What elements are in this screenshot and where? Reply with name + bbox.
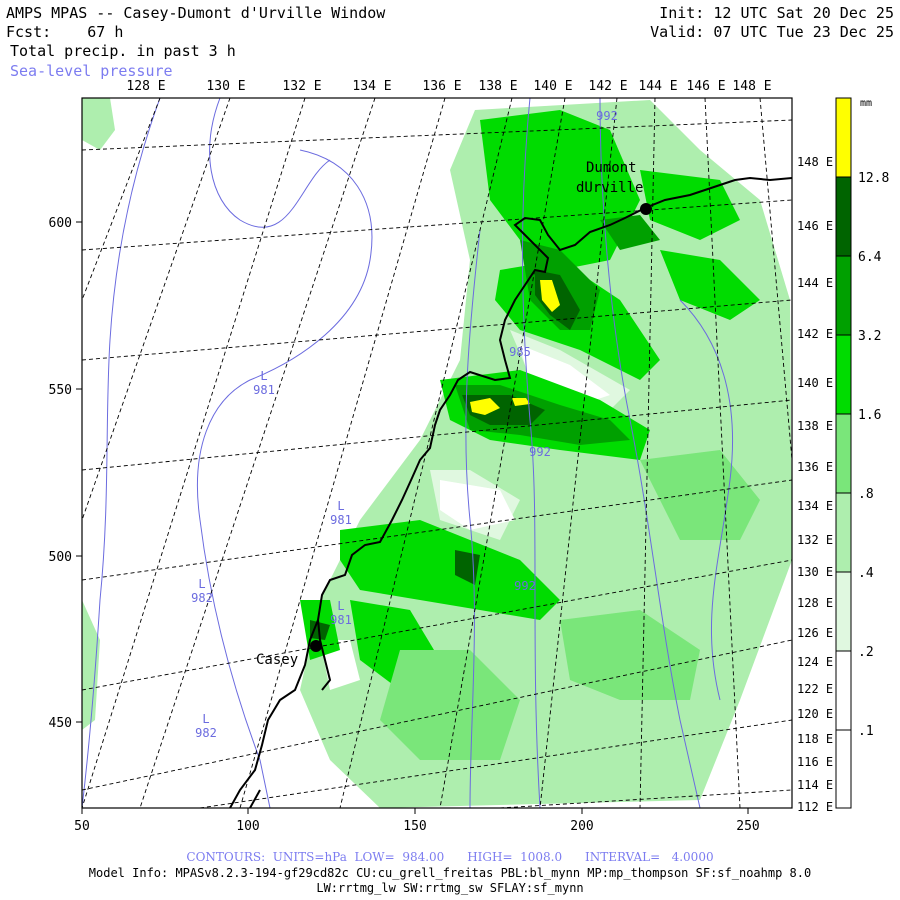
right-lon-label: 144 E bbox=[797, 276, 833, 290]
low-value: 981 bbox=[330, 513, 352, 527]
colorbar-unit: mm bbox=[860, 98, 872, 109]
colorbar-label: 1.6 bbox=[858, 408, 881, 423]
isobar-label: 992 bbox=[514, 579, 536, 593]
low-value: 981 bbox=[330, 613, 352, 627]
right-lon-label: 116 E bbox=[797, 755, 833, 769]
map-frame bbox=[81, 97, 793, 809]
right-lon-label: 134 E bbox=[797, 499, 833, 513]
isobars bbox=[82, 98, 733, 808]
colorbar-segment bbox=[836, 651, 851, 730]
colorbar-label: 6.4 bbox=[858, 250, 882, 265]
y-axis: 600 550 500 450 bbox=[49, 216, 82, 731]
model-info: Model Info: MPASv8.2.3-194-gf29cd82c CU:… bbox=[88, 866, 812, 880]
top-longitude-labels: 128 E 130 E 132 E 134 E 136 E 138 E 140 … bbox=[126, 79, 771, 94]
top-lon-label: 148 E bbox=[732, 79, 771, 94]
low-letter: L bbox=[198, 577, 205, 591]
top-lon-label: 138 E bbox=[478, 79, 517, 94]
isobar-label: 992 bbox=[596, 109, 618, 123]
dumont-label-line2: dUrville bbox=[576, 180, 643, 196]
colorbar-segment bbox=[836, 493, 851, 572]
top-lon-label: 146 E bbox=[686, 79, 725, 94]
low-letter: L bbox=[202, 712, 209, 726]
right-lon-label: 138 E bbox=[797, 419, 833, 433]
isobar-label: 985 bbox=[509, 345, 531, 359]
top-lon-label: 128 E bbox=[126, 79, 165, 94]
colorbar-label: .4 bbox=[858, 566, 874, 581]
model-info-line2: LW:rrtmg_lw SW:rrtmg_sw SFLAY:sf_mynn bbox=[316, 881, 584, 895]
right-lon-label: 130 E bbox=[797, 565, 833, 579]
colorbar-label: .2 bbox=[858, 645, 874, 660]
right-lon-label: 114 E bbox=[797, 778, 833, 792]
right-lon-label: 120 E bbox=[797, 707, 833, 721]
x-tick-label: 150 bbox=[403, 819, 426, 834]
x-tick-label: 50 bbox=[74, 819, 90, 834]
contour-info: CONTOURS: UNITS=hPa LOW= 984.00 HIGH= 10… bbox=[186, 850, 714, 864]
casey-label: Casey bbox=[256, 652, 298, 668]
right-lon-label: 136 E bbox=[797, 460, 833, 474]
colorbar-label: 12.8 bbox=[858, 171, 889, 186]
right-lon-label: 148 E bbox=[797, 155, 833, 169]
y-tick-label: 450 bbox=[49, 716, 72, 731]
right-lon-label: 112 E bbox=[797, 800, 833, 814]
colorbar-label: .8 bbox=[858, 487, 874, 502]
colorbar: mm 12.8 6.4 3.2 1.6 .8 .4 .2 .1 bbox=[835, 97, 889, 809]
dumont-label-line1: Dumont bbox=[586, 160, 637, 176]
top-lon-label: 134 E bbox=[352, 79, 391, 94]
colorbar-segment bbox=[836, 572, 851, 651]
low-letter: L bbox=[337, 499, 344, 513]
y-tick-label: 600 bbox=[49, 216, 72, 231]
low-letter: L bbox=[260, 369, 267, 383]
field-slp-label: Sea-level pressure bbox=[10, 62, 173, 80]
field-precip-label: Total precip. in past 3 h bbox=[10, 42, 236, 60]
right-lon-label: 140 E bbox=[797, 376, 833, 390]
x-tick-label: 250 bbox=[736, 819, 759, 834]
x-tick-label: 200 bbox=[570, 819, 593, 834]
colorbar-segment bbox=[836, 335, 851, 414]
colorbar-label: .1 bbox=[858, 724, 874, 739]
top-lon-label: 140 E bbox=[533, 79, 572, 94]
casey-station-dot bbox=[310, 640, 322, 652]
colorbar-label: 3.2 bbox=[858, 329, 881, 344]
right-lon-label: 126 E bbox=[797, 626, 833, 640]
colorbar-segment bbox=[836, 177, 851, 256]
right-lon-label: 124 E bbox=[797, 655, 833, 669]
forecast-hour: Fcst: 67 h bbox=[6, 23, 124, 41]
right-longitude-labels: 148 E 146 E 144 E 142 E 140 E 138 E 136 … bbox=[797, 155, 833, 814]
colorbar-segment bbox=[836, 98, 851, 177]
init-time: Init: 12 UTC Sat 20 Dec 25 bbox=[659, 4, 894, 22]
colorbar-segment bbox=[836, 414, 851, 493]
y-tick-label: 550 bbox=[49, 383, 72, 398]
right-lon-label: 146 E bbox=[797, 219, 833, 233]
low-value: 981 bbox=[253, 383, 275, 397]
colorbar-segment bbox=[836, 256, 851, 335]
y-tick-label: 500 bbox=[49, 550, 72, 565]
top-lon-label: 144 E bbox=[638, 79, 677, 94]
top-lon-label: 132 E bbox=[282, 79, 321, 94]
low-letter: L bbox=[337, 599, 344, 613]
right-lon-label: 132 E bbox=[797, 533, 833, 547]
top-lon-label: 130 E bbox=[206, 79, 245, 94]
x-tick-label: 100 bbox=[236, 819, 259, 834]
precip-max bbox=[470, 280, 560, 415]
low-value: 982 bbox=[195, 726, 217, 740]
isobar-label: 992 bbox=[529, 445, 551, 459]
coastline bbox=[229, 176, 792, 808]
x-axis: 50 100 150 200 250 bbox=[74, 808, 760, 834]
right-lon-label: 128 E bbox=[797, 596, 833, 610]
map-area: Casey Dumont dUrville L 981 L 981 L 982 … bbox=[82, 98, 792, 808]
right-lon-label: 122 E bbox=[797, 682, 833, 696]
right-lon-label: 118 E bbox=[797, 732, 833, 746]
plot-title: AMPS MPAS -- Casey-Dumont d'Urville Wind… bbox=[6, 4, 386, 22]
low-value: 982 bbox=[191, 591, 213, 605]
dumont-station-dot bbox=[640, 203, 652, 215]
colorbar-segment bbox=[836, 730, 851, 808]
right-lon-label: 142 E bbox=[797, 327, 833, 341]
valid-time: Valid: 07 UTC Tue 23 Dec 25 bbox=[650, 23, 894, 41]
top-lon-label: 142 E bbox=[588, 79, 627, 94]
top-lon-label: 136 E bbox=[422, 79, 461, 94]
